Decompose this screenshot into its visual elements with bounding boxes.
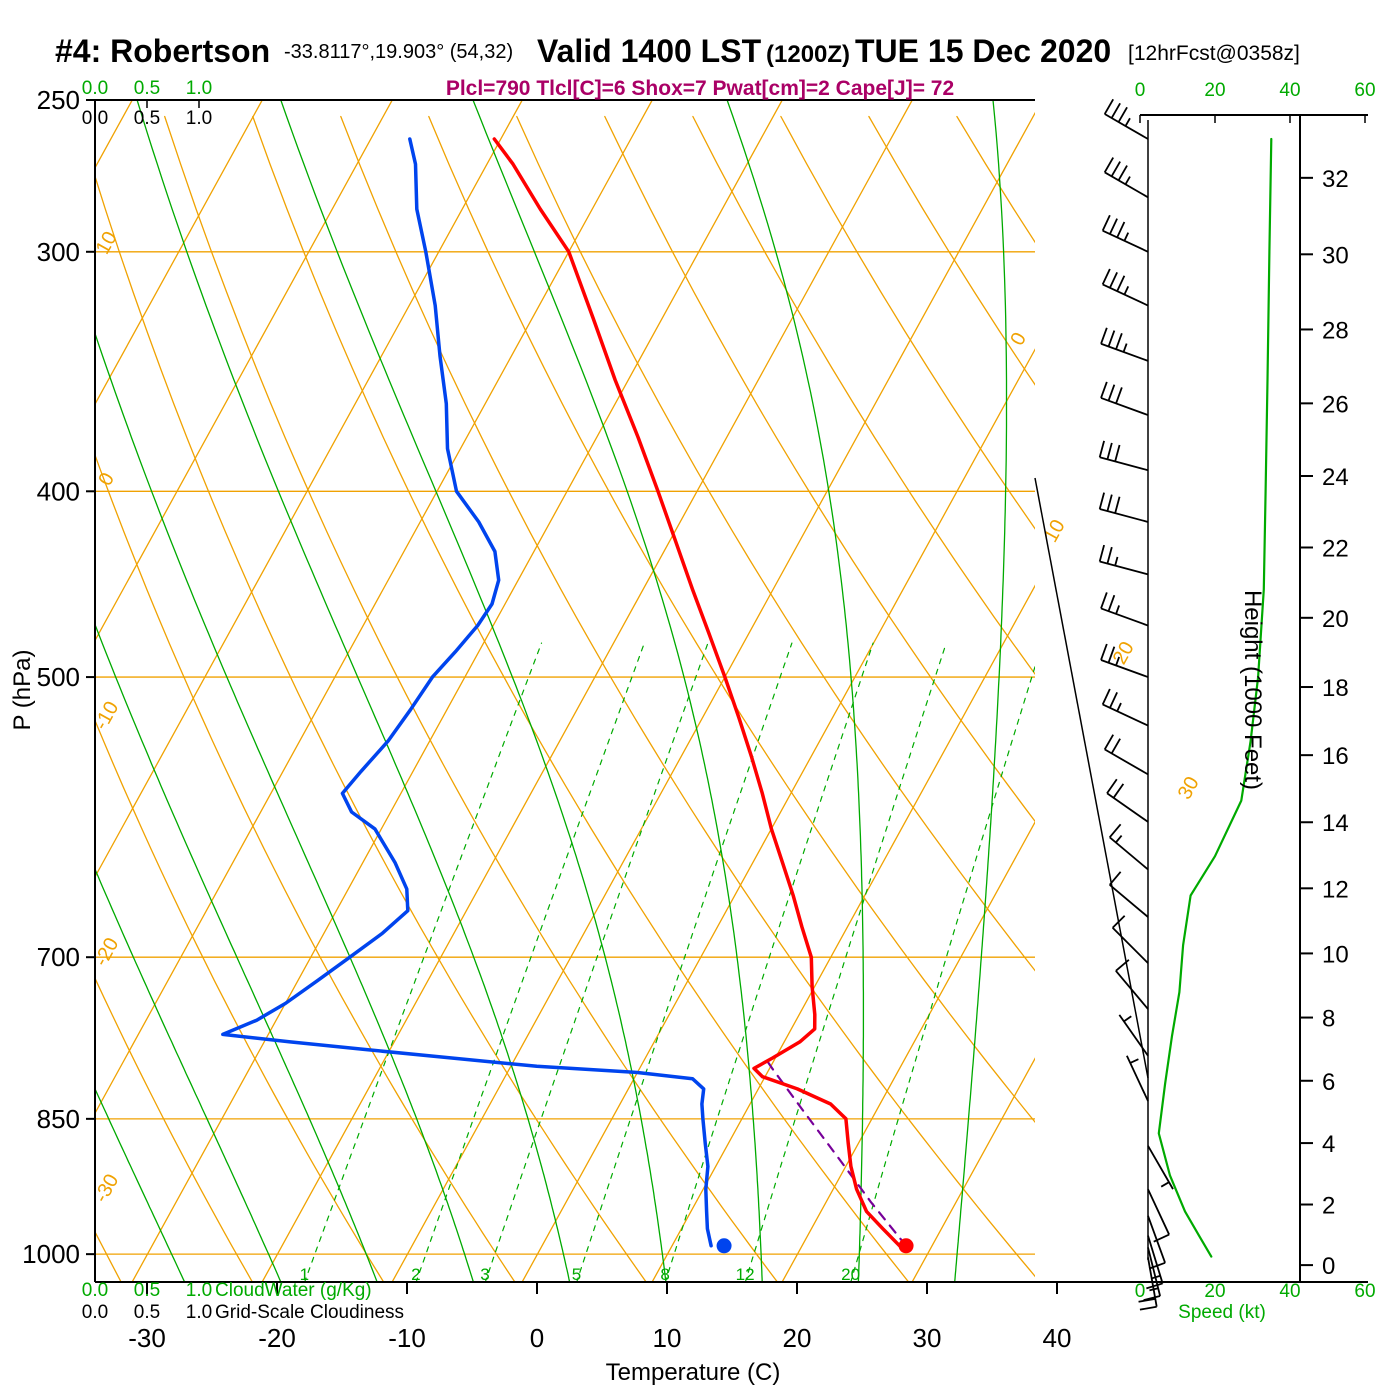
svg-text:0: 0 — [530, 1323, 544, 1353]
height-axis-title: Height (1000 Feet) — [1239, 590, 1266, 790]
svg-text:0: 0 — [1135, 1281, 1146, 1302]
svg-text:32: 32 — [1322, 166, 1349, 193]
temperature-curve — [492, 137, 902, 1248]
temperature-axis-title: Temperature (C) — [606, 1359, 781, 1386]
svg-text:60: 60 — [1354, 80, 1375, 101]
svg-text:22: 22 — [1322, 535, 1349, 562]
pressure-axis-title: P (hPa) — [9, 650, 36, 731]
svg-text:40: 40 — [1279, 1281, 1300, 1302]
svg-text:28: 28 — [1322, 317, 1349, 344]
svg-text:60: 60 — [1354, 1281, 1375, 1302]
indices-line: Plcl=790 Tlcl[C]=6 Shox=7 Pwat[cm]=2 Cap… — [446, 77, 954, 100]
svg-text:700: 700 — [37, 942, 80, 972]
svg-text:-20: -20 — [258, 1323, 296, 1353]
svg-text:2: 2 — [411, 1265, 420, 1284]
dewpoint-curve — [221, 137, 713, 1248]
svg-text:2: 2 — [1322, 1193, 1335, 1220]
svg-text:1000: 1000 — [22, 1239, 80, 1269]
wind-speed-line — [1157, 137, 1273, 1258]
svg-text:850: 850 — [37, 1104, 80, 1134]
svg-text:26: 26 — [1322, 391, 1349, 418]
svg-text:20: 20 — [1204, 1281, 1225, 1302]
surface-dewpoint-dot — [716, 1238, 732, 1254]
svg-text:16: 16 — [1322, 743, 1349, 770]
svg-text:12: 12 — [736, 1265, 755, 1284]
svg-text:8: 8 — [1322, 1006, 1335, 1033]
cloudwater-label: CloudWater (g/Kg) — [215, 1280, 372, 1301]
svg-text:4: 4 — [1322, 1131, 1335, 1158]
grid-orange — [95, 100, 1035, 1282]
svg-text:12: 12 — [1322, 876, 1349, 903]
wind-panel — [1034, 98, 1174, 1311]
svg-text:1.0: 1.0 — [186, 1280, 212, 1301]
title-valid-z: (1200Z) — [766, 41, 850, 68]
svg-text:300: 300 — [37, 237, 80, 267]
svg-text:500: 500 — [37, 662, 80, 692]
cloudiness-label: Grid-Scale Cloudiness — [215, 1302, 404, 1323]
svg-text:250: 250 — [37, 85, 80, 115]
svg-text:30: 30 — [913, 1323, 942, 1353]
title-station: #4: Robertson — [55, 33, 270, 69]
svg-text:-10: -10 — [388, 1323, 426, 1353]
svg-text:0: 0 — [1135, 80, 1146, 101]
title-forecast: [12hrFcst@0358z] — [1128, 42, 1300, 65]
svg-text:20: 20 — [1204, 80, 1225, 101]
svg-text:6: 6 — [1322, 1069, 1335, 1096]
svg-text:400: 400 — [37, 476, 80, 506]
svg-text:20: 20 — [783, 1323, 812, 1353]
svg-text:30: 30 — [1322, 242, 1349, 269]
svg-text:0.0: 0.0 — [82, 1280, 108, 1301]
svg-text:5: 5 — [572, 1265, 581, 1284]
title-valid: Valid 1400 LST — [537, 33, 762, 69]
svg-text:1.0: 1.0 — [186, 1302, 212, 1323]
mixing-ratio-labels: 1 2 3 5 8 12 20 — [300, 1265, 860, 1284]
title-date: TUE 15 Dec 2020 — [855, 33, 1111, 69]
svg-text:40: 40 — [1043, 1323, 1072, 1353]
svg-text:0.0: 0.0 — [82, 108, 108, 129]
surface-dots — [716, 1238, 914, 1254]
svg-text:0: 0 — [1322, 1253, 1335, 1280]
sounding-profiles — [763, 1056, 908, 1247]
speed-axis-label: Speed (kt) — [1178, 1302, 1266, 1323]
svg-text:1.0: 1.0 — [186, 108, 212, 129]
svg-text:3: 3 — [480, 1265, 489, 1284]
svg-text:8: 8 — [660, 1265, 669, 1284]
svg-text:0.5: 0.5 — [134, 1302, 160, 1323]
svg-text:20: 20 — [1322, 606, 1349, 633]
svg-text:10: 10 — [1322, 941, 1349, 968]
svg-text:20: 20 — [841, 1265, 860, 1284]
svg-text:0.5: 0.5 — [134, 1280, 160, 1301]
svg-text:0.5: 0.5 — [134, 78, 160, 99]
svg-text:-30: -30 — [128, 1323, 166, 1353]
title-coords: -33.8117°,19.903° (54,32) — [284, 41, 513, 63]
svg-text:18: 18 — [1322, 675, 1349, 702]
svg-text:0.5: 0.5 — [134, 108, 160, 129]
chart-generated-content: 1 2 3 5 8 12 20100-10-20-300102030250300400500… — [22, 78, 1375, 1353]
svg-text:0.0: 0.0 — [82, 1302, 108, 1323]
svg-text:24: 24 — [1322, 464, 1349, 491]
surface-temperature-dot — [898, 1238, 914, 1254]
svg-text:0.0: 0.0 — [82, 78, 108, 99]
svg-text:10: 10 — [653, 1323, 682, 1353]
svg-text:1.0: 1.0 — [186, 78, 212, 99]
svg-text:40: 40 — [1279, 80, 1300, 101]
svg-text:1: 1 — [300, 1265, 309, 1284]
svg-text:14: 14 — [1322, 810, 1349, 837]
